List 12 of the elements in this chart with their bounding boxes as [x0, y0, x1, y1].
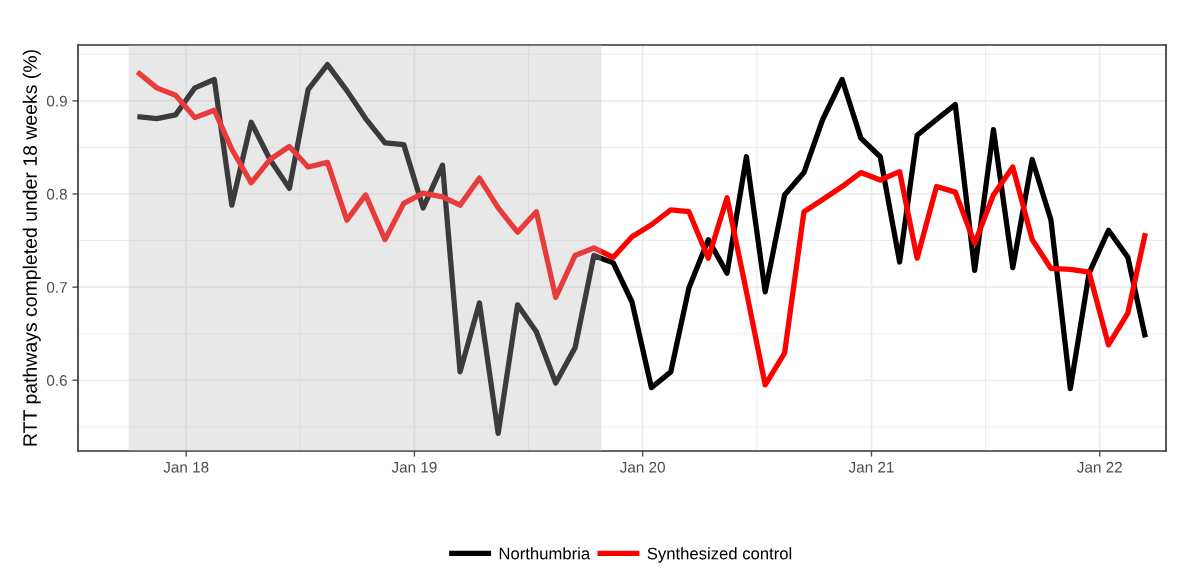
y-tick-label: 0.8: [46, 188, 67, 200]
x-tick-label: Jan 19: [391, 461, 437, 473]
y-axis-title: RTT pathways completed under 18 weeks (%): [22, 50, 41, 446]
x-tick-label: Jan 20: [619, 461, 665, 473]
legend-label: Synthesized control: [647, 547, 792, 563]
x-tick-label: Jan 22: [1077, 461, 1122, 473]
y-tick-label: 0.6: [46, 375, 67, 386]
x-tick-label: Jan 21: [848, 461, 894, 473]
legend-label: Northumbria: [499, 547, 591, 560]
y-tick-label: 0.7: [46, 281, 67, 293]
x-tick-label: Jan 18: [163, 461, 209, 473]
y-tick-label: 0.9: [46, 95, 67, 107]
